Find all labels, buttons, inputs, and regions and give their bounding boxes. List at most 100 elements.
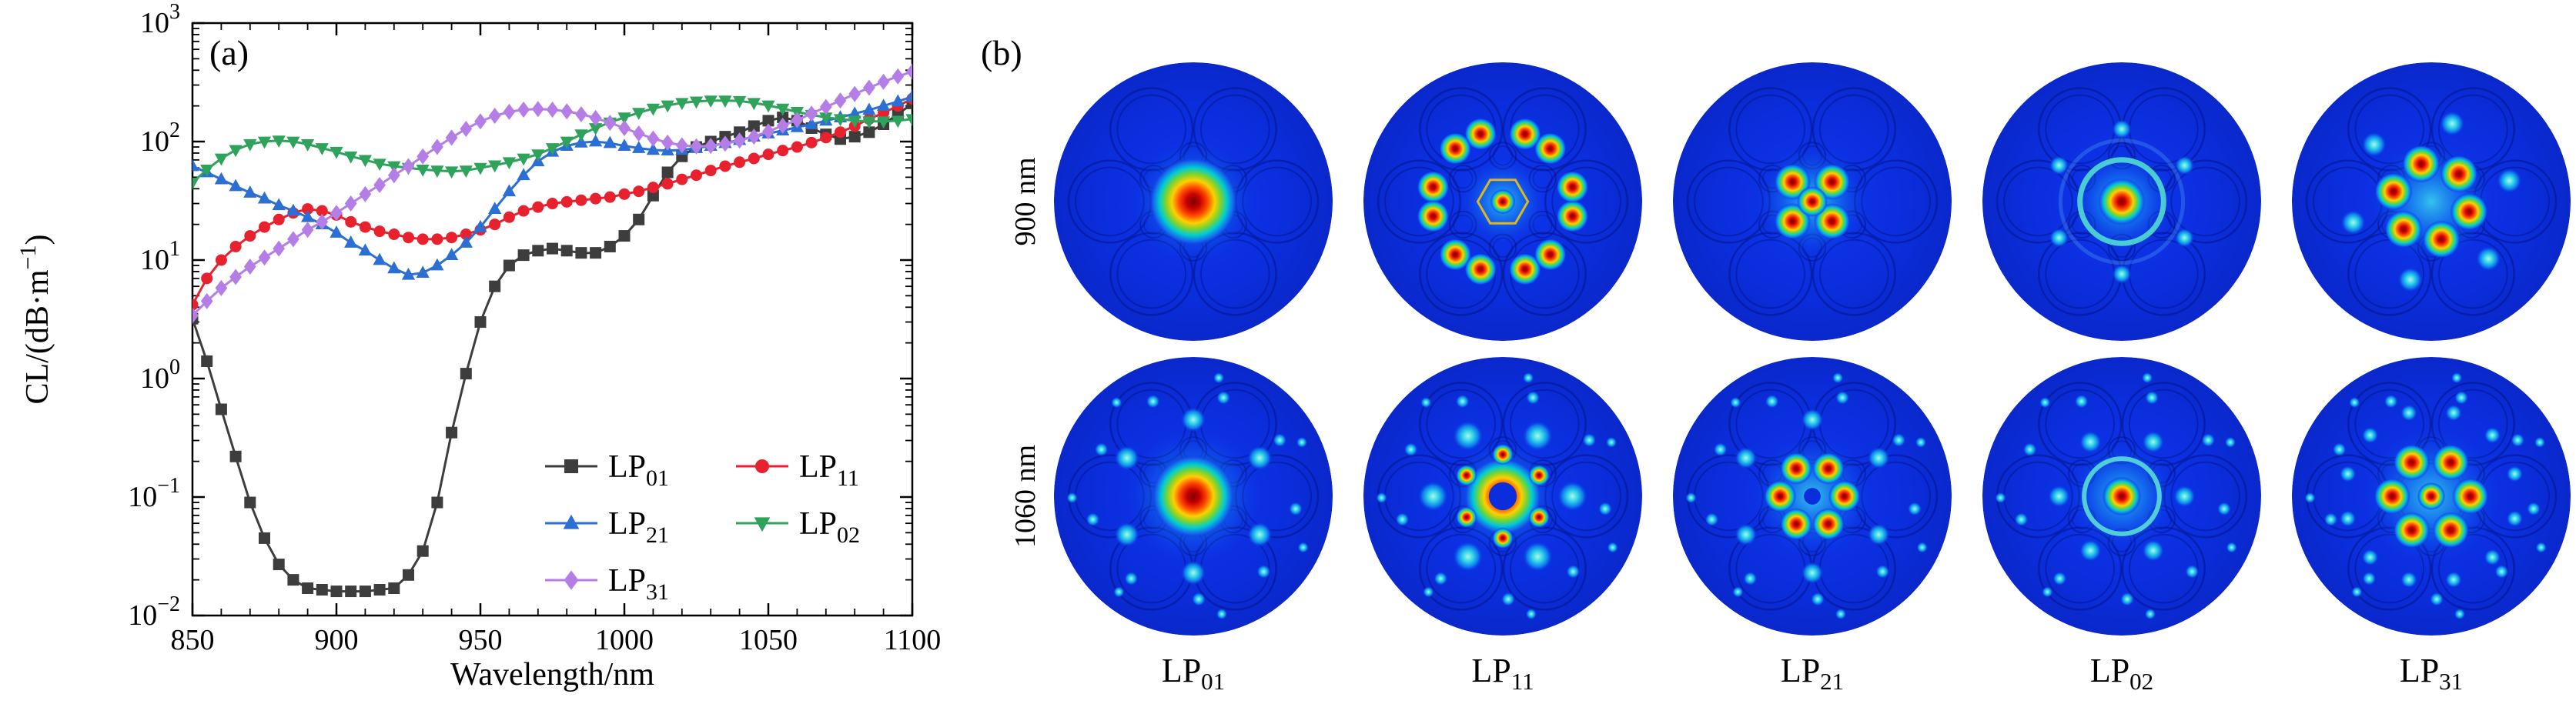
col-label-LP31: LP31 [2400, 652, 2463, 695]
marker-diamond [690, 138, 703, 155]
marker-diamond [488, 108, 501, 125]
marker-diamond [301, 222, 314, 239]
marker-triangle-down [300, 139, 315, 152]
marker-square [734, 126, 746, 138]
marker-circle [373, 225, 386, 238]
marker-triangle-down [718, 95, 732, 108]
marker-circle [791, 141, 803, 153]
marker-diamond [805, 105, 818, 122]
marker-circle [820, 132, 832, 144]
marker-triangle-up [257, 191, 272, 204]
marker-diamond [762, 123, 774, 140]
marker-circle [503, 211, 515, 223]
x-tick-label: 1000 [595, 624, 654, 656]
marker-triangle-down [229, 145, 243, 158]
marker-diamond [877, 73, 890, 90]
col-label-LP02: LP02 [2090, 652, 2153, 695]
marker-triangle-down [272, 135, 286, 148]
mode-image-1060nm-LP02 [1982, 357, 2261, 636]
marker-triangle-down [560, 136, 574, 149]
marker-square [388, 582, 400, 595]
marker-square [446, 426, 458, 439]
marker-diamond [564, 570, 579, 590]
marker-circle [446, 232, 458, 244]
marker-diamond [344, 195, 357, 212]
marker-triangle-down [833, 114, 848, 127]
y-axis-label: CL/(dB·m−1) [15, 235, 55, 405]
marker-triangle-up [473, 219, 487, 232]
y-tick-label: 10−1 [128, 474, 180, 513]
mode-image-1060nm-LP11 [1363, 357, 1642, 636]
marker-square [661, 166, 674, 179]
legend-entry-LP31: LP31 [545, 563, 669, 605]
marker-circle [777, 145, 789, 157]
marker-triangle-down [632, 108, 646, 120]
panel-b-label: (b) [981, 33, 1022, 72]
marker-triangle-down [661, 100, 674, 113]
marker-triangle-up [300, 209, 315, 222]
col-label-LP01: LP01 [1162, 652, 1225, 695]
marker-triangle-down [517, 153, 530, 166]
marker-diamond [229, 269, 242, 285]
marker-circle [244, 230, 256, 242]
marker-circle [618, 188, 631, 200]
marker-triangle-down [848, 115, 861, 128]
marker-diamond [604, 115, 617, 132]
legend-entry-LP11: LP11 [736, 449, 859, 491]
marker-diamond [460, 120, 473, 137]
marker-square [762, 115, 774, 127]
marker-square [633, 213, 645, 225]
marker-triangle-down [444, 166, 459, 179]
marker-circle [661, 178, 674, 190]
marker-triangle-up [330, 225, 343, 238]
marker-triangle-down [330, 146, 343, 159]
marker-square [201, 355, 213, 367]
x-tick-label: 1100 [884, 624, 942, 656]
marker-diamond [661, 134, 674, 151]
marker-diamond [848, 85, 861, 102]
marker-triangle-down [373, 158, 386, 172]
marker-square [316, 584, 328, 596]
marker-square [618, 230, 631, 242]
marker-triangle-down [761, 100, 775, 113]
mode-image-900nm-LP11 [1363, 62, 1642, 341]
marker-triangle-down [876, 116, 891, 129]
marker-triangle-up [862, 102, 876, 115]
marker-circle [517, 205, 530, 217]
marker-circle [431, 233, 443, 245]
marker-diamond [373, 176, 386, 193]
marker-circle [359, 221, 371, 233]
marker-square [564, 459, 578, 473]
marker-triangle-down [344, 151, 358, 164]
legend-label: LP21 [608, 506, 669, 548]
marker-triangle-down [776, 103, 790, 116]
marker-triangle-up [848, 106, 861, 119]
marker-triangle-down [430, 165, 444, 178]
marker-diamond [906, 63, 912, 80]
marker-triangle-down [531, 149, 545, 162]
marker-square [345, 586, 357, 598]
marker-square [604, 240, 616, 252]
marker-diamond [748, 128, 761, 145]
y-tick-label: 100 [140, 355, 180, 395]
marker-diamond [575, 106, 587, 123]
x-tick-label: 850 [171, 624, 215, 656]
marker-circle [647, 182, 659, 194]
marker-triangle-up [632, 141, 646, 153]
marker-square [417, 545, 429, 557]
col-label-LP11: LP11 [1471, 652, 1534, 695]
marker-circle [560, 195, 573, 208]
marker-square [863, 126, 875, 138]
legend-label: LP11 [799, 449, 859, 491]
marker-triangle-up [243, 185, 257, 198]
marker-square [259, 532, 270, 544]
marker-diamond [892, 68, 905, 85]
x-axis-label: Wavelength/nm [450, 657, 654, 692]
marker-square [403, 569, 414, 581]
marker-diamond [192, 307, 199, 324]
marker-circle [460, 229, 472, 241]
marker-circle [192, 299, 199, 311]
marker-diamond [546, 101, 559, 118]
marker-circle [762, 148, 774, 161]
